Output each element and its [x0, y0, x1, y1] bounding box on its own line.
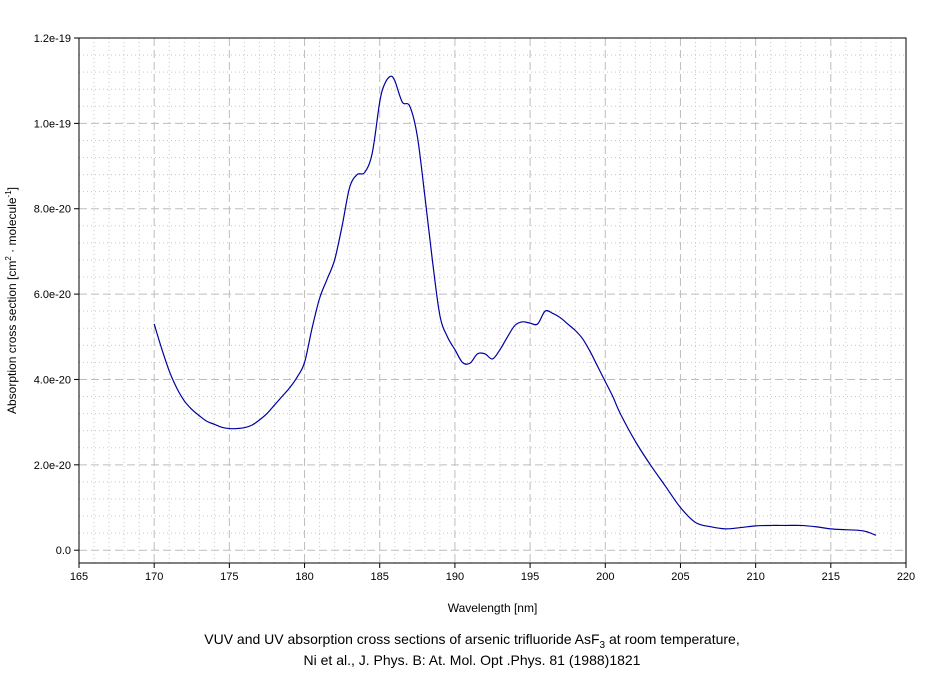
y-label-sup1: 2 — [4, 256, 13, 261]
x-tick-label: 200 — [596, 571, 614, 583]
major-grid — [79, 38, 906, 563]
y-tick-label: 8.0e-20 — [34, 204, 71, 216]
y-label-sup2: -1 — [4, 190, 13, 198]
y-label-mid: · molecule — [5, 197, 19, 256]
y-tick-label: 2.0e-20 — [34, 460, 71, 472]
plot-frame — [78, 37, 907, 564]
chart-caption-line-2: Ni et al., J. Phys. B: At. Mol. Opt .Phy… — [303, 652, 641, 668]
x-tick-label: 165 — [70, 571, 88, 583]
y-tick-label: 6.0e-20 — [34, 289, 71, 301]
minor-grid — [79, 38, 906, 563]
chart-caption-line-1: VUV and UV absorption cross sections of … — [0, 631, 944, 651]
x-tick-label: 210 — [746, 571, 764, 583]
y-tick-label: 4.0e-20 — [34, 374, 71, 386]
series-line — [153, 75, 877, 536]
y-axis-ticks: 0.0 2.0e-20 4.0e-20 6.0e-20 8.0e-20 1.0e-19 1.… — [34, 33, 79, 557]
x-tick-label: 195 — [521, 571, 539, 583]
y-axis-label: Absorption cross section [cm2 · molecule… — [4, 187, 19, 414]
x-tick-label: 190 — [446, 571, 464, 583]
caption-line1-a: VUV and UV absorption cross sections of … — [204, 631, 600, 647]
x-axis-ticks: 165 170 175 180 185 190 195 200 205 210 215 220 — [70, 563, 915, 583]
x-tick-label: 215 — [822, 571, 840, 583]
y-label-suffix: ] — [5, 187, 19, 190]
x-tick-label: 170 — [145, 571, 163, 583]
caption-line1-sub: 3 — [599, 639, 606, 651]
x-axis-label: Wavelength [nm] — [448, 601, 538, 615]
x-tick-label: 185 — [371, 571, 389, 583]
x-tick-label: 180 — [295, 571, 313, 583]
y-tick-label: 1.0e-19 — [34, 118, 71, 130]
caption-line1-b: at room temperature, — [605, 631, 740, 647]
y-tick-label: 0.0 — [56, 545, 71, 557]
x-tick-label: 220 — [897, 571, 915, 583]
x-tick-label: 175 — [220, 571, 238, 583]
y-label-prefix: Absorption cross section [cm — [5, 261, 19, 414]
y-tick-label: 1.2e-19 — [34, 33, 71, 45]
x-tick-label: 205 — [671, 571, 689, 583]
